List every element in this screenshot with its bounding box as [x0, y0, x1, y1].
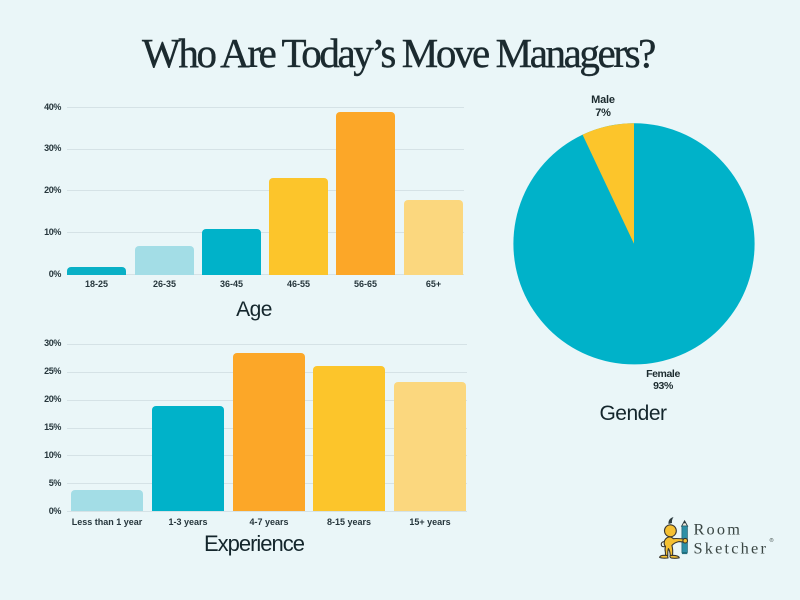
svg-text:®: ®: [770, 537, 774, 544]
svg-text:Sketcher: Sketcher: [694, 538, 769, 557]
svg-text:Room: Room: [694, 520, 743, 539]
